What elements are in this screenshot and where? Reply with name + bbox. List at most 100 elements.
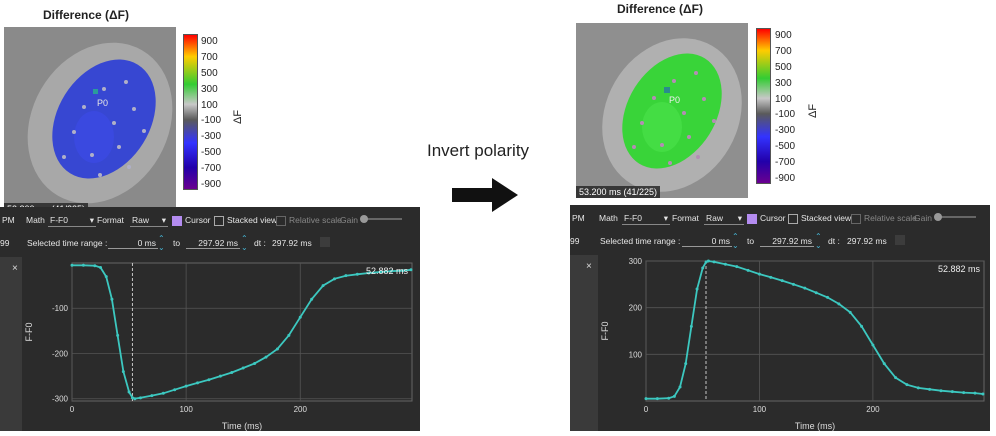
y-axis-label: F-F0: [24, 323, 34, 342]
row2-prefix: 99: [0, 238, 10, 248]
trace-point: [684, 362, 688, 366]
cursor-checkbox[interactable]: Cursor: [747, 213, 786, 224]
pixel-marker: [664, 87, 670, 93]
heatmap-image: P0 53.200 ms (41/225): [576, 23, 748, 198]
trace-point: [735, 265, 739, 269]
range-reset-button[interactable]: [895, 235, 905, 245]
trace-point: [130, 396, 134, 400]
gain-label: Gain: [914, 213, 932, 223]
trace-point: [133, 397, 137, 401]
trace-point: [401, 269, 405, 273]
stacked-view-checkbox[interactable]: Stacked view: [788, 213, 851, 224]
trace-point: [791, 282, 795, 286]
stacked-view-checkbox[interactable]: Stacked view: [214, 215, 277, 226]
colorbar: [183, 34, 198, 190]
trace-point: [218, 374, 222, 378]
trace-point: [321, 284, 325, 288]
trace-point: [70, 263, 74, 267]
trace-point: [860, 324, 864, 328]
trace-point: [127, 390, 131, 394]
range-to-input[interactable]: 297.92 ms: [760, 236, 814, 247]
trace-chart-svg: 0 100 200 100 200 300 52.882 ms Time (ms) F-F0: [600, 257, 985, 431]
trace-point: [207, 378, 211, 382]
trace-toolbar: PM Math F-F0 ▾ Format Raw ▾ Cursor Stack…: [0, 207, 420, 257]
map-title: Difference (ΔF): [43, 8, 129, 22]
trace-point: [230, 370, 234, 374]
trace-point: [689, 324, 693, 328]
row2-prefix: 99: [570, 236, 580, 246]
colorbar-label: ΔF: [807, 103, 819, 118]
dt-value: 297.92 ms: [272, 238, 312, 248]
trace-point: [962, 391, 966, 395]
to-label: to: [747, 236, 755, 246]
range-from-input[interactable]: 0 ms: [108, 238, 158, 249]
trace-point: [814, 291, 818, 295]
close-icon[interactable]: ×: [12, 263, 18, 274]
y-tick-label: 300: [629, 257, 643, 266]
right-panel: Difference (ΔF) P0 53.200 ms (41/225) 90…: [570, 0, 990, 431]
close-icon[interactable]: ×: [586, 261, 592, 272]
math-select[interactable]: F-F0 ▾: [622, 213, 670, 225]
left-panel: Difference (ΔF) P0 53.200 ms (41/225) 90…: [0, 0, 420, 431]
x-tick-label: 100: [179, 405, 193, 414]
range-reset-button[interactable]: [320, 237, 330, 247]
range-to-input[interactable]: 297.92 ms: [186, 238, 240, 249]
cursor-checkbox[interactable]: Cursor: [172, 215, 211, 226]
trace-point: [264, 355, 268, 359]
heatmap-svg: P0: [4, 27, 176, 215]
from-spinner[interactable]: ⌃ ⌄: [158, 234, 165, 252]
y-tick-label: -100: [52, 304, 69, 313]
trace-point: [704, 260, 708, 264]
trace-point: [667, 396, 671, 400]
trace-point: [723, 262, 727, 266]
trace-point: [409, 268, 413, 272]
trace-point: [706, 259, 710, 263]
trace-point: [894, 376, 898, 380]
trace-point: [390, 269, 394, 273]
colorbar-label: ΔF: [232, 109, 244, 124]
gain-slider[interactable]: [360, 215, 402, 223]
trace-point: [916, 386, 920, 390]
trace-point: [241, 366, 245, 370]
y-axis-label: F-F0: [600, 322, 610, 341]
pixel-marker: [93, 89, 98, 94]
from-spinner[interactable]: ⌃ ⌄: [732, 232, 739, 250]
format-label: Format: [97, 215, 124, 225]
math-select[interactable]: F-F0 ▾: [48, 215, 96, 227]
relative-scale-checkbox[interactable]: Relative scale: [851, 213, 917, 224]
trace-point: [848, 310, 852, 314]
trace-point: [355, 272, 359, 276]
dt-label: dt :: [254, 238, 266, 248]
dt-label: dt :: [828, 236, 840, 246]
trace-point: [161, 391, 165, 395]
trace-point: [110, 297, 114, 301]
pm-label: PM: [572, 213, 585, 223]
trace-graph[interactable]: 0 100 200 -100 -200 -300 52.882 ms Time (ms) F-F…: [22, 257, 420, 431]
to-label: to: [173, 238, 181, 248]
relative-scale-checkbox[interactable]: Relative scale: [276, 215, 342, 226]
gain-slider[interactable]: [934, 213, 976, 221]
trace-point: [712, 260, 716, 264]
plot-frame: [645, 260, 985, 402]
plot-frame: [71, 262, 413, 402]
trace-point: [196, 381, 200, 385]
trace-point: [672, 394, 676, 398]
trace-point: [928, 387, 932, 391]
trace-graph[interactable]: 0 100 200 100 200 300 52.882 ms Time (ms) F-F0: [598, 255, 990, 431]
format-select[interactable]: Raw ▾: [704, 213, 744, 225]
colorbar-ticks: 900 700 500 300 100 -100 -300 -500 -700 -900: [775, 30, 796, 185]
trace-point: [173, 388, 177, 392]
format-label: Format: [672, 213, 699, 223]
trace-point: [757, 272, 761, 276]
format-select[interactable]: Raw ▾: [130, 215, 168, 227]
x-axis-label: Time (ms): [795, 421, 835, 431]
trace-point: [344, 274, 348, 278]
to-spinner[interactable]: ⌃ ⌄: [241, 234, 248, 252]
x-tick-label: 200: [866, 405, 880, 414]
cursor-readout: 52.882 ms: [938, 264, 981, 274]
range-from-input[interactable]: 0 ms: [682, 236, 732, 247]
y-tick-label: 100: [629, 350, 643, 359]
x-axis-label: Time (ms): [222, 421, 262, 431]
time-range-label: Selected time range :: [600, 236, 681, 246]
to-spinner[interactable]: ⌃ ⌄: [815, 232, 822, 250]
